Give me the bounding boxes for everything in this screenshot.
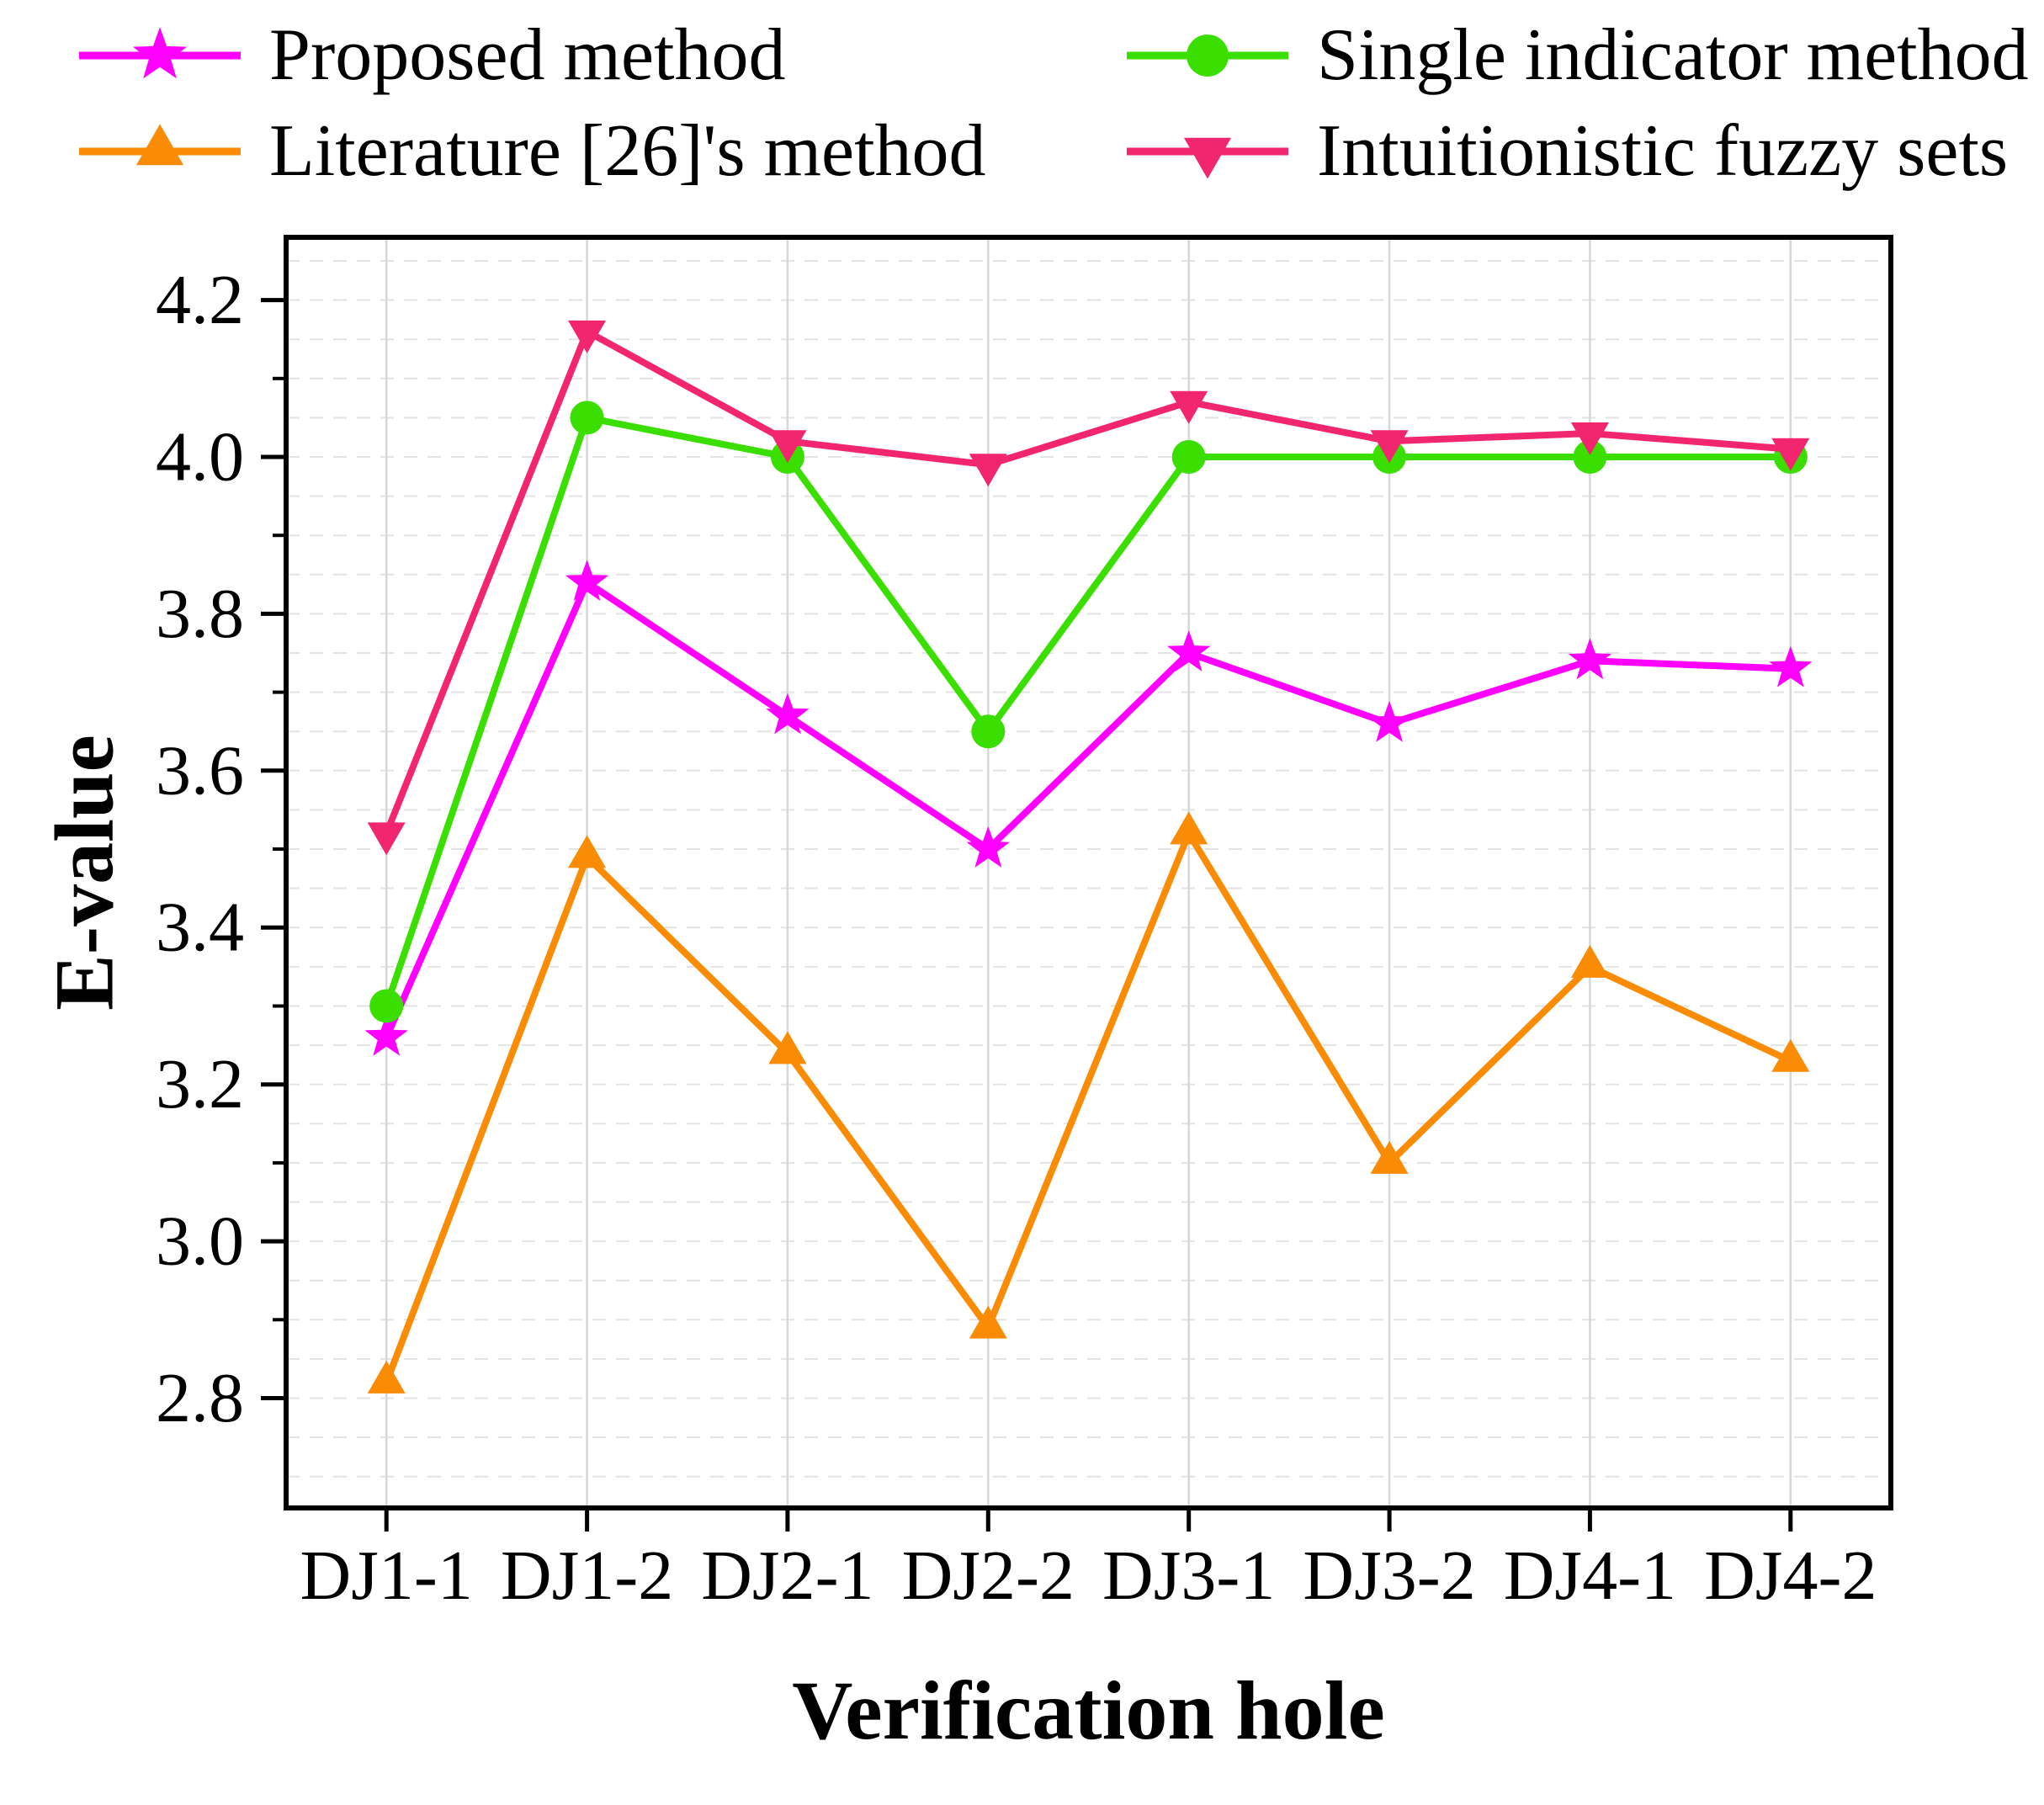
legend-item: Intuitionistic fuzzy sets <box>1123 114 2029 188</box>
x-tick-label: DJ3-1 <box>1102 1537 1275 1615</box>
series-line-proposed-method <box>383 579 1794 1041</box>
y-tick-label: 3.4 <box>156 889 244 967</box>
triangle-down-marker-icon <box>367 822 406 856</box>
legend-label: Literature [26]'s method <box>269 110 986 192</box>
star-marker-icon <box>766 693 810 735</box>
circle-marker-icon <box>1187 35 1229 77</box>
legend-label: Proposed method <box>269 14 786 96</box>
triangle-up-marker-icon <box>1570 944 1609 978</box>
y-tick-label: 3.8 <box>156 575 244 653</box>
x-tick-label: DJ2-1 <box>701 1537 873 1615</box>
circle-marker-icon <box>1171 439 1206 474</box>
star-marker-icon <box>966 826 1010 868</box>
triangle-down-marker-icon <box>1370 430 1409 464</box>
legend-circle-icon <box>1127 35 1288 77</box>
series-line-intuitionistic-fuzzy-sets <box>383 327 1794 837</box>
circle-marker-icon <box>1573 439 1607 474</box>
triangle-down-marker-icon <box>969 454 1007 487</box>
triangle-up-marker-icon <box>135 124 184 166</box>
legend-star-icon <box>79 27 241 79</box>
plot-border <box>284 235 1893 1510</box>
triangle-up-marker-icon <box>1170 811 1208 845</box>
x-axis-title: Verification hole <box>792 1664 1385 1757</box>
star-marker-icon <box>1367 700 1411 742</box>
y-tick-label: 4.2 <box>156 261 244 339</box>
triangle-down-marker-icon <box>1183 137 1232 179</box>
legend-label: Single indicator method <box>1317 14 2029 96</box>
y-axis-title: E-value <box>37 735 131 1011</box>
triangle-up-marker-icon <box>1771 1038 1810 1072</box>
circle-marker-icon <box>369 989 404 1023</box>
x-tick-label: DJ1-1 <box>300 1537 473 1615</box>
triangle-down-marker-icon <box>1771 438 1810 471</box>
triangle-up-marker-icon <box>568 835 607 868</box>
triangle-down-marker-icon <box>568 320 607 353</box>
legend-item: Literature [26]'s method <box>76 114 1123 188</box>
star-marker-icon <box>1568 638 1612 680</box>
star-marker-icon <box>1167 630 1211 672</box>
legend-item: Single indicator method <box>1123 19 2029 93</box>
circle-marker-icon <box>570 401 604 435</box>
x-tick-label: DJ3-2 <box>1303 1537 1475 1615</box>
star-marker-icon <box>364 1014 408 1056</box>
star-marker-icon <box>132 27 188 79</box>
triangle-up-marker-icon <box>1370 1140 1409 1174</box>
triangle-down-marker-icon <box>1170 390 1208 424</box>
triangle-up-marker-icon <box>367 1360 406 1394</box>
y-tick-label: 4.0 <box>156 418 244 496</box>
star-marker-icon <box>1769 645 1813 687</box>
y-tick-label: 2.8 <box>156 1359 244 1437</box>
legend-label: Intuitionistic fuzzy sets <box>1317 110 2009 192</box>
legend-triangle-down-icon <box>1127 137 1288 179</box>
x-tick-label: DJ1-2 <box>501 1537 673 1615</box>
series-line-literature-26-s-method <box>383 830 1794 1386</box>
triangle-up-marker-icon <box>768 1031 807 1064</box>
x-tick-label: DJ4-1 <box>1504 1537 1676 1615</box>
series-line-single-indicator-method <box>383 414 1794 1010</box>
y-tick-label: 3.0 <box>156 1202 244 1281</box>
triangle-down-marker-icon <box>768 430 807 464</box>
triangle-down-marker-icon <box>1570 422 1609 455</box>
circle-marker-icon <box>971 714 1006 749</box>
legend-triangle-up-icon <box>79 124 241 166</box>
x-tick-label: DJ2-2 <box>902 1537 1075 1615</box>
legend: Proposed method Single indicator method Li… <box>76 19 2029 188</box>
legend-item: Proposed method <box>76 19 1123 93</box>
y-tick-label: 3.6 <box>156 731 244 810</box>
triangle-up-marker-icon <box>969 1305 1007 1339</box>
y-tick-label: 3.2 <box>156 1045 244 1123</box>
star-marker-icon <box>565 560 609 601</box>
x-tick-label: DJ4-2 <box>1704 1537 1877 1615</box>
